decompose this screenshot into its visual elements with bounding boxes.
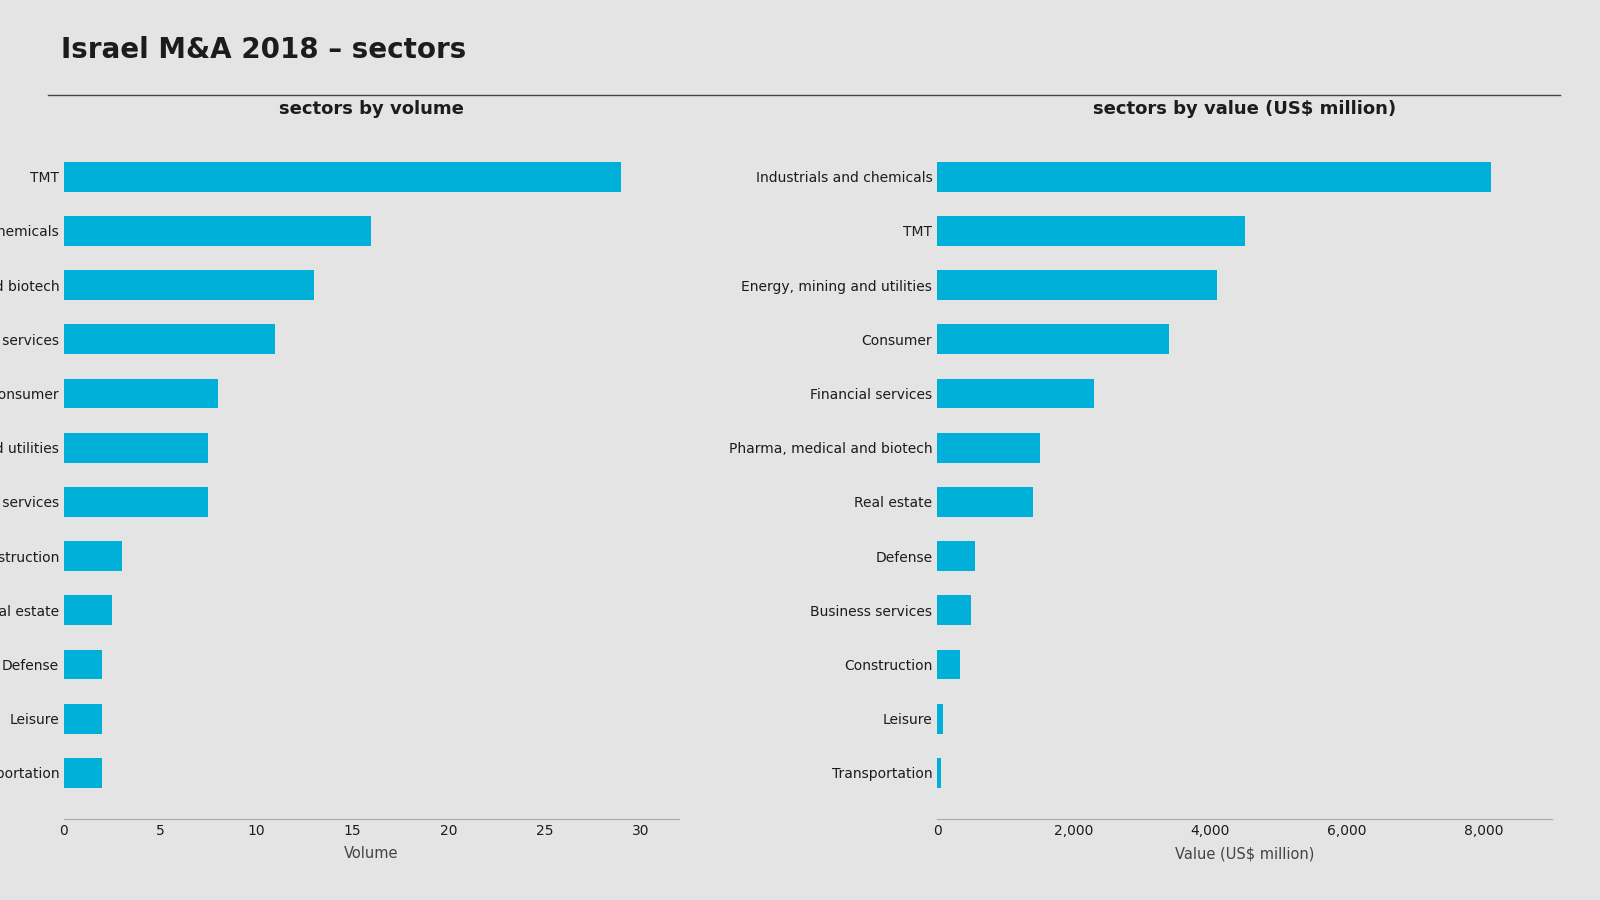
Bar [938,270,1218,300]
Bar [64,216,371,246]
Bar [938,324,1170,355]
X-axis label: Value (US$ million): Value (US$ million) [1174,846,1314,861]
Bar [938,162,1491,192]
Bar [938,433,1040,463]
X-axis label: Volume: Volume [344,846,398,861]
Text: Israel M&A 2018 – sectors: Israel M&A 2018 – sectors [61,36,466,64]
Bar [64,595,112,625]
Bar [64,704,102,734]
Bar [64,650,102,680]
Bar [938,758,941,788]
Bar [64,270,314,300]
Bar [64,162,621,192]
Bar [64,379,218,409]
Bar [938,541,974,571]
Bar [64,324,275,355]
Bar [938,379,1094,409]
Bar [64,433,208,463]
Bar [64,541,122,571]
Bar [938,704,942,734]
Title: sectors by volume: sectors by volume [278,100,464,118]
Title: sectors by value (US$ million): sectors by value (US$ million) [1093,100,1397,118]
Bar [64,758,102,788]
Bar [64,487,208,517]
Bar [938,650,960,680]
Bar [938,487,1032,517]
Bar [938,216,1245,246]
Bar [938,595,971,625]
